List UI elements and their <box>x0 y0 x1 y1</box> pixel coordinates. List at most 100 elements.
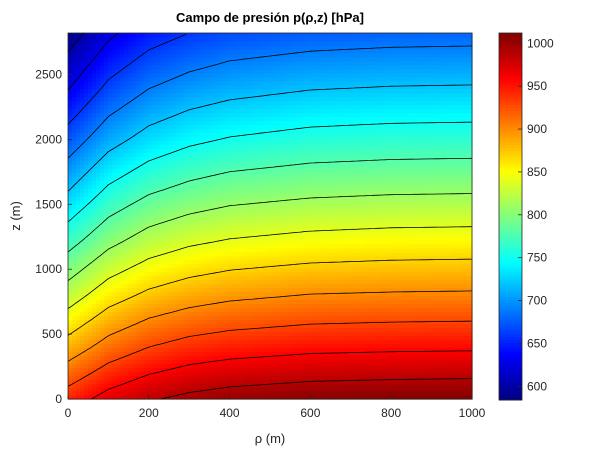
heatmap-cell <box>400 335 405 340</box>
heatmap-cell <box>188 223 193 229</box>
heatmap-cell <box>160 387 165 392</box>
heatmap-cell <box>264 267 269 273</box>
heatmap-cell <box>468 243 473 249</box>
heatmap-cell <box>192 371 197 376</box>
heatmap-cell <box>468 259 473 265</box>
heatmap-cell <box>184 331 189 336</box>
heatmap-cell <box>244 243 249 249</box>
heatmap-cell <box>312 391 317 396</box>
heatmap-cell <box>188 291 193 297</box>
heatmap-cell <box>80 331 85 336</box>
heatmap-cell <box>436 287 441 293</box>
heatmap-cell <box>408 367 413 372</box>
heatmap-cell <box>444 219 449 225</box>
heatmap-cell <box>228 204 233 209</box>
heatmap-cell <box>260 259 265 265</box>
heatmap-cell <box>328 251 333 257</box>
heatmap-cell <box>116 307 121 313</box>
heatmap-cell <box>132 231 137 237</box>
heatmap-cell <box>236 315 241 321</box>
heatmap-cell <box>204 259 209 265</box>
heatmap-cell <box>368 227 373 233</box>
heatmap-cell <box>348 311 353 317</box>
heatmap-cell <box>124 271 129 277</box>
heatmap-cell <box>312 395 317 400</box>
heatmap-cell <box>464 371 469 376</box>
heatmap-cell <box>296 355 301 360</box>
heatmap-cell <box>144 387 149 392</box>
heatmap-cell <box>412 267 417 273</box>
heatmap-cell <box>248 391 253 396</box>
heatmap-cell <box>112 200 117 205</box>
heatmap-cell <box>244 339 249 344</box>
heatmap-cell <box>168 216 173 221</box>
heatmap-cell <box>160 351 165 356</box>
heatmap-cell <box>192 367 197 372</box>
heatmap-cell <box>300 231 305 237</box>
heatmap-cell <box>172 375 177 380</box>
heatmap-cell <box>264 315 269 321</box>
heatmap-cell <box>416 223 421 229</box>
heatmap-cell <box>312 212 317 217</box>
heatmap-cell <box>112 339 117 344</box>
heatmap-cell <box>104 363 109 368</box>
heatmap-cell <box>104 351 109 356</box>
heatmap-cell <box>356 231 361 237</box>
heatmap-cell <box>180 247 185 253</box>
heatmap-cell <box>316 212 321 217</box>
heatmap-cell <box>76 395 81 400</box>
heatmap-cell <box>356 259 361 265</box>
heatmap-cell <box>436 343 441 348</box>
heatmap-cell <box>368 235 373 241</box>
heatmap-cell <box>244 363 249 368</box>
heatmap-cell <box>276 307 281 313</box>
heatmap-cell <box>160 271 165 277</box>
heatmap-cell <box>144 351 149 356</box>
heatmap-cell <box>292 315 297 321</box>
heatmap-cell <box>448 315 453 321</box>
heatmap-cell <box>452 367 457 372</box>
heatmap-cell <box>404 335 409 340</box>
heatmap-cell <box>468 291 473 297</box>
heatmap-cell <box>96 287 101 293</box>
heatmap-cell <box>212 219 217 225</box>
heatmap-cell <box>168 247 173 253</box>
heatmap-cell <box>172 219 177 225</box>
heatmap-cell <box>388 355 393 360</box>
heatmap-cell <box>456 299 461 305</box>
heatmap-cell <box>192 216 197 221</box>
heatmap-cell <box>136 227 141 233</box>
heatmap-cell <box>200 387 205 392</box>
heatmap-cell <box>420 259 425 265</box>
heatmap-cell <box>208 251 213 257</box>
heatmap-cell <box>340 311 345 317</box>
heatmap-cell <box>468 391 473 396</box>
heatmap-cell <box>376 383 381 388</box>
heatmap-cell <box>152 219 157 225</box>
heatmap-cell <box>468 279 473 285</box>
heatmap-cell <box>304 387 309 392</box>
heatmap-cell <box>224 219 229 225</box>
heatmap-cell <box>424 395 429 400</box>
heatmap-cell <box>368 204 373 209</box>
heatmap-cell <box>348 291 353 297</box>
heatmap-cell <box>116 391 121 396</box>
heatmap-cell <box>204 283 209 289</box>
heatmap-cell <box>220 243 225 249</box>
heatmap-cell <box>228 263 233 269</box>
heatmap-cell <box>260 291 265 297</box>
heatmap-cell <box>172 251 177 257</box>
heatmap-cell <box>148 239 153 245</box>
heatmap-cell <box>312 359 317 364</box>
heatmap-cell <box>244 359 249 364</box>
heatmap-cell <box>320 208 325 213</box>
heatmap-cell <box>132 383 137 388</box>
heatmap-cell <box>124 291 129 297</box>
heatmap-cell <box>248 283 253 289</box>
heatmap-cell <box>112 299 117 305</box>
heatmap-cell <box>148 219 153 225</box>
heatmap-cell <box>168 379 173 384</box>
heatmap-cell <box>384 307 389 313</box>
heatmap-cell <box>128 367 133 372</box>
heatmap-cell <box>288 299 293 305</box>
